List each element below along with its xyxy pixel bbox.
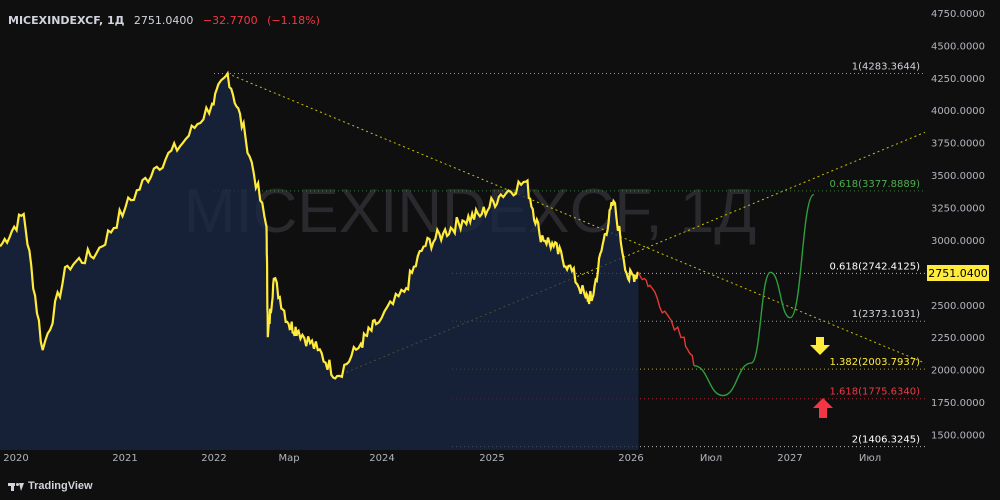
x-tick-label: 2025 — [479, 453, 504, 464]
x-tick-label: Июл — [859, 453, 881, 464]
y-tick-label: 1750.0000 — [931, 398, 985, 409]
y-tick-label: 3250.0000 — [931, 203, 985, 214]
y-tick-label: 1500.0000 — [931, 430, 985, 441]
current-price-label: 2751.0400 — [928, 267, 988, 280]
header: MICEXINDEXCF, 1Д 2751.0400 −32.7700 (−1.… — [8, 14, 326, 27]
y-tick-label: 2250.0000 — [931, 333, 985, 344]
x-tick-label: 2021 — [112, 453, 137, 464]
arrow-down-icon — [810, 337, 830, 355]
fib-level-label: 0.618(2742.4125) — [829, 261, 920, 272]
y-tick-label: 4750.0000 — [931, 9, 985, 20]
current-price-tag: 2751.0400 — [927, 265, 989, 281]
fib-level-label: 1(4283.3644) — [852, 61, 920, 72]
price-line[interactable] — [0, 70, 640, 380]
y-tick-label: 2500.0000 — [931, 301, 985, 312]
x-tick-label: 2024 — [369, 453, 394, 464]
change-percent: (−1.18%) — [267, 14, 320, 27]
arrow-up-icon — [813, 398, 833, 418]
symbol-label[interactable]: MICEXINDEXCF, 1Д — [8, 14, 125, 27]
x-tick-label: 2027 — [777, 453, 802, 464]
change-value: −32.7700 — [202, 14, 258, 27]
brand-label: TradingView — [28, 480, 93, 492]
y-tick-label: 3500.0000 — [931, 171, 985, 182]
x-tick-label: 2020 — [3, 453, 28, 464]
tradingview-icon — [8, 481, 24, 491]
tradingview-logo[interactable]: TradingView — [8, 480, 93, 492]
projection-down-path[interactable] — [637, 271, 695, 366]
x-tick-label: Июл — [700, 453, 722, 464]
fib-level-label: 0.618(3377.8889) — [829, 179, 920, 190]
y-tick-label: 2000.0000 — [931, 366, 985, 377]
y-tick-label: 3750.0000 — [931, 139, 985, 150]
fib-level-label: 2(1406.3245) — [852, 435, 920, 446]
trendline[interactable] — [227, 73, 926, 364]
projection-up-path[interactable] — [693, 193, 815, 397]
fibonacci-levels[interactable]: 1(4283.3644) 0.618(3377.8889) 0.618(2742.4… — [214, 61, 925, 448]
y-axis[interactable]: 1500.0000 1750.0000 2000.0000 2250.0000 2500… — [931, 9, 985, 441]
x-tick-label: Мар — [278, 453, 299, 464]
fib-level-label: 1.382(2003.7937) — [829, 357, 920, 368]
y-tick-label: 4500.0000 — [931, 41, 985, 52]
x-tick-label: 2022 — [201, 453, 226, 464]
fib-level-label: 1(2373.1031) — [852, 309, 920, 320]
fib-level-label: 1.618(1775.6340) — [829, 387, 920, 398]
y-tick-label: 4000.0000 — [931, 106, 985, 117]
y-tick-label: 3000.0000 — [931, 236, 985, 247]
x-tick-label: 2026 — [618, 453, 643, 464]
x-axis[interactable]: 2020 2021 2022 Мар 2024 2025 2026 Июл 2027 Июл — [3, 453, 881, 464]
last-price: 2751.0400 — [133, 14, 194, 27]
price-area-fill — [0, 73, 639, 450]
y-tick-label: 4250.0000 — [931, 74, 985, 85]
